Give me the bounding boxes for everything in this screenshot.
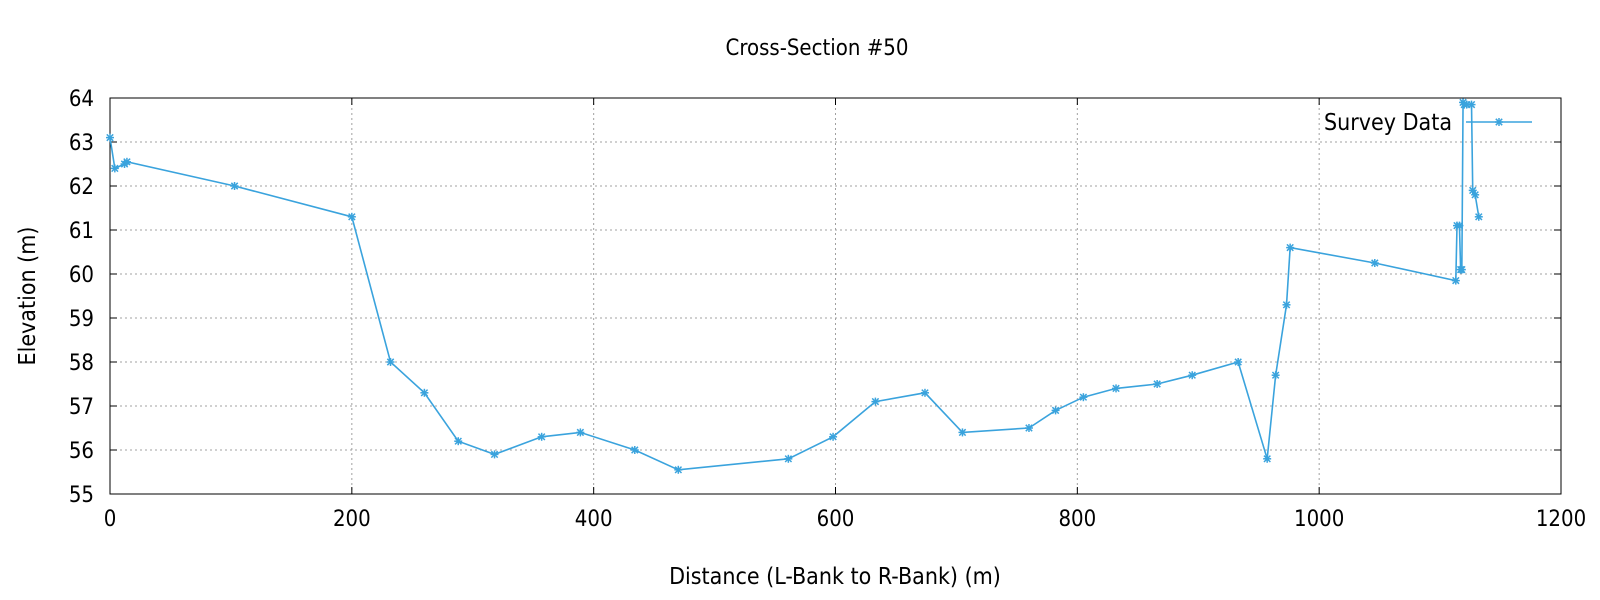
data-point: [1271, 371, 1280, 380]
x-tick-label: 1200: [1536, 507, 1586, 532]
x-tick-label: 0: [104, 507, 117, 532]
data-point: [1451, 276, 1460, 285]
data-point: [674, 465, 683, 474]
data-point: [122, 157, 131, 166]
series-survey-data: [106, 98, 1483, 474]
data-point: [1282, 300, 1291, 309]
data-point: [1455, 221, 1464, 230]
x-tick-label: 800: [1058, 507, 1096, 532]
legend-label-survey-data: Survey Data: [1324, 110, 1452, 136]
data-point: [454, 437, 463, 446]
x-tick-label: 200: [333, 507, 371, 532]
x-tick-label: 1000: [1294, 507, 1344, 532]
y-tick-label: 57: [69, 395, 94, 420]
data-point: [386, 358, 395, 366]
y-tick-label: 56: [69, 439, 94, 464]
data-point: [958, 428, 967, 437]
data-point: [871, 397, 880, 406]
y-tick-label: 55: [69, 483, 94, 508]
data-point: [537, 432, 546, 441]
data-point: [576, 428, 585, 437]
data-point: [420, 388, 429, 397]
data-point: [920, 388, 929, 397]
legend-sample-marker: [1495, 118, 1503, 126]
legend[interactable]: Survey Data: [1324, 110, 1532, 136]
data-point: [1051, 406, 1060, 415]
grid: [110, 98, 1561, 494]
y-tick-label: 58: [69, 351, 94, 376]
data-point: [784, 454, 793, 463]
chart-title: Cross-Section #50: [726, 36, 909, 61]
data-point: [1474, 212, 1483, 221]
data-point: [1079, 393, 1088, 402]
series-line: [109, 99, 1480, 471]
data-point: [230, 182, 239, 190]
x-tick-label: 600: [817, 507, 855, 532]
data-point: [1286, 243, 1295, 252]
x-axis-label: Distance (L-Bank to R-Bank) (m): [669, 564, 1001, 590]
data-point: [1112, 384, 1121, 393]
y-axis-label: Elevation (m): [15, 227, 41, 366]
data-point: [1188, 371, 1197, 380]
axis-ticks: 0 200 400 600 800 1000 1200 55 56 57 58 59 60 61 62 63 6…: [69, 87, 1586, 532]
data-point: [1457, 265, 1466, 274]
y-tick-label: 60: [69, 263, 94, 288]
x-tick-label: 400: [575, 507, 613, 532]
data-point: [630, 446, 639, 454]
data-point: [347, 212, 356, 221]
data-point: [1471, 190, 1480, 199]
y-tick-label: 63: [69, 131, 94, 156]
data-point: [1153, 380, 1162, 388]
data-point: [1370, 259, 1379, 267]
y-tick-label: 61: [69, 219, 94, 244]
y-tick-label: 59: [69, 307, 94, 332]
data-point: [1263, 454, 1272, 463]
y-tick-label: 62: [69, 175, 94, 200]
data-point: [110, 164, 119, 173]
data-point: [490, 450, 499, 459]
data-point: [1024, 424, 1033, 432]
data-point: [1234, 358, 1243, 366]
y-tick-label: 64: [69, 87, 94, 112]
legend-sample-survey-data: [1466, 118, 1532, 126]
data-point: [829, 432, 838, 441]
data-point: [106, 133, 114, 142]
data-point: [1467, 100, 1476, 109]
